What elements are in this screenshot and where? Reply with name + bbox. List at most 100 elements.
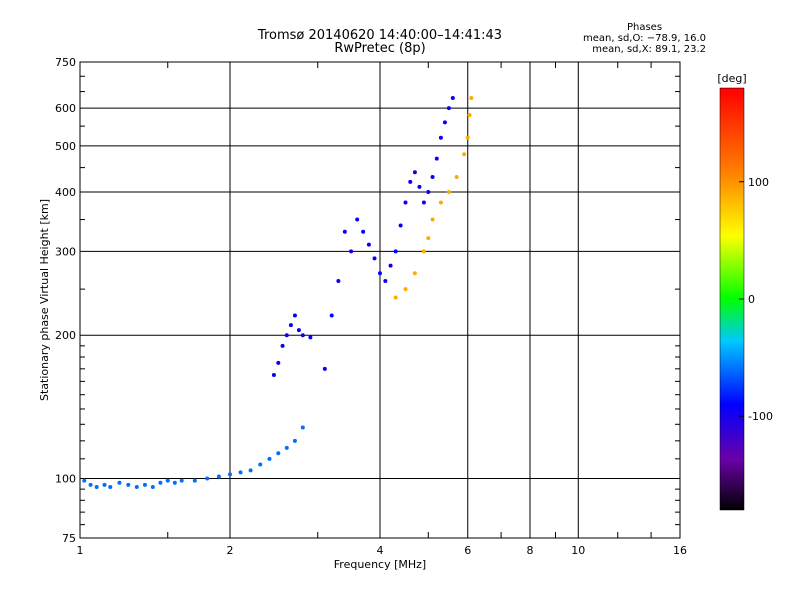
data-point xyxy=(238,470,243,475)
data-point xyxy=(158,480,163,485)
phase-heading: Phases xyxy=(626,22,663,33)
x-tick-label: 4 xyxy=(377,544,384,557)
data-point xyxy=(342,229,347,234)
data-point xyxy=(454,174,459,179)
data-point xyxy=(467,113,472,118)
data-point xyxy=(426,189,431,194)
data-point xyxy=(300,425,305,430)
data-point xyxy=(408,179,413,184)
x-tick-label: 1 xyxy=(77,544,84,557)
data-point xyxy=(426,236,431,241)
data-point xyxy=(465,135,470,140)
data-point xyxy=(446,189,451,194)
y-tick-label: 100 xyxy=(55,473,76,486)
data-point xyxy=(383,279,388,284)
data-point xyxy=(366,242,371,247)
y-tick-label: 600 xyxy=(55,102,76,115)
colorbar-tick-label: 100 xyxy=(748,176,769,189)
grid xyxy=(80,62,680,538)
data-point xyxy=(393,249,398,254)
y-tick-label: 300 xyxy=(55,245,76,258)
chart-title: Tromsø 20140620 14:40:00–14:41:43 xyxy=(257,28,503,43)
data-point xyxy=(88,482,93,487)
plot-frame xyxy=(79,61,681,539)
data-point xyxy=(403,200,408,205)
data-point xyxy=(412,271,417,276)
data-point xyxy=(372,256,377,261)
data-point xyxy=(296,328,301,333)
data-point xyxy=(258,462,263,467)
phase-x-line: mean, sd,X: 89.1, 23.2 xyxy=(592,44,706,55)
data-point xyxy=(393,295,398,300)
data-point xyxy=(300,333,305,338)
x-axis-label: Frequency [MHz] xyxy=(334,558,426,571)
data-point xyxy=(276,451,281,456)
data-point xyxy=(438,135,443,140)
data-point xyxy=(284,445,289,450)
x-tick-label: 16 xyxy=(673,544,687,557)
data-point xyxy=(450,96,455,101)
data-point xyxy=(292,313,297,318)
x-tick-label: 10 xyxy=(571,544,585,557)
data-point xyxy=(102,482,107,487)
data-point xyxy=(248,468,253,473)
colorbar-tick-label: -100 xyxy=(748,410,773,423)
y-tick-label: 400 xyxy=(55,186,76,199)
data-point xyxy=(271,373,276,378)
data-point xyxy=(434,156,439,161)
y-axis-label: Stationary phase Virtual Height [km] xyxy=(38,199,51,401)
data-point xyxy=(442,120,447,125)
data-point xyxy=(267,456,272,461)
data-point xyxy=(280,343,285,348)
data-point xyxy=(284,333,289,338)
x-tick-label: 8 xyxy=(527,544,534,557)
data-point xyxy=(417,184,422,189)
data-point xyxy=(398,223,403,228)
data-point xyxy=(216,474,221,479)
data-point xyxy=(438,200,443,205)
data-point xyxy=(288,323,293,328)
data-point xyxy=(142,482,147,487)
data-point xyxy=(179,478,184,483)
colorbar-tick-label: 0 xyxy=(748,293,755,306)
data-point xyxy=(150,484,155,489)
data-point xyxy=(462,152,467,157)
data-point xyxy=(205,476,210,481)
data-point xyxy=(469,96,474,101)
data-point xyxy=(165,478,170,483)
colorbar-label: [deg] xyxy=(717,72,746,85)
phase-o-line: mean, sd,O: −78.9, 16.0 xyxy=(583,33,706,44)
y-tick-label: 75 xyxy=(62,532,76,545)
data-point xyxy=(134,484,139,489)
data-point xyxy=(446,106,451,111)
data-point xyxy=(355,217,360,222)
data-point xyxy=(117,480,122,485)
data-point xyxy=(108,484,113,489)
axis-ticks: 1 2 4 6 8 10 16 75 100 200 300 400 500 600 750 xyxy=(55,56,687,557)
data-point xyxy=(349,249,354,254)
x-tick-label: 6 xyxy=(464,544,471,557)
data-point xyxy=(192,478,197,483)
data-point xyxy=(403,287,408,292)
y-tick-label: 750 xyxy=(55,56,76,69)
data-point xyxy=(308,335,313,340)
data-point xyxy=(378,271,382,276)
data-point xyxy=(421,249,426,254)
chart-subtitle: RwPretec (8p) xyxy=(334,41,426,56)
data-point xyxy=(228,472,232,477)
data-point xyxy=(322,366,327,371)
data-point xyxy=(430,174,435,179)
data-point xyxy=(336,279,341,284)
y-tick-label: 500 xyxy=(55,140,76,153)
x-tick-label: 2 xyxy=(227,544,234,557)
y-tick-label: 200 xyxy=(55,329,76,342)
data-point xyxy=(329,313,334,318)
data-point xyxy=(388,263,393,268)
data-point xyxy=(292,438,297,443)
data-point xyxy=(276,360,281,365)
data-point xyxy=(172,480,177,485)
data-point xyxy=(430,217,435,222)
phase-statistics: Phases mean, sd,O: −78.9, 16.0 mean, sd,… xyxy=(583,22,706,55)
colorbar-ticks: 100 0 -100 xyxy=(739,176,773,423)
